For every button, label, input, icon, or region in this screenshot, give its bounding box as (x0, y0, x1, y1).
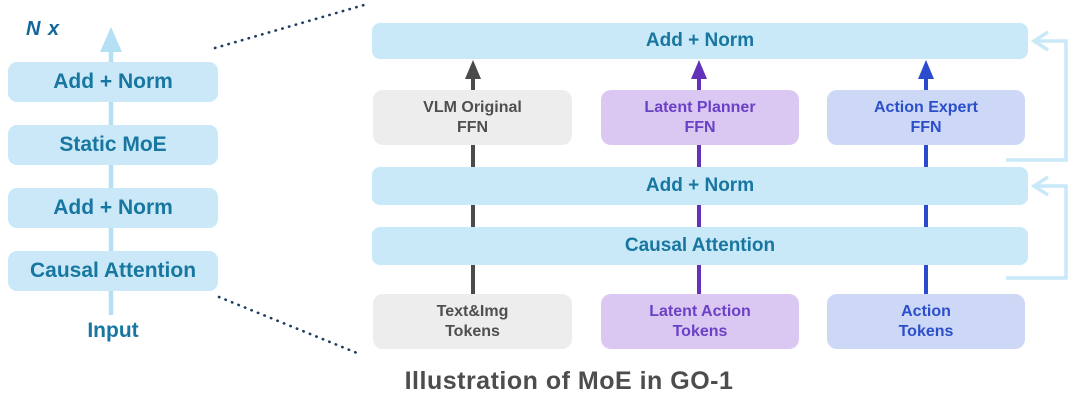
residual-skip-top-icon (1006, 30, 1068, 162)
residual-skip-bottom-icon (1006, 175, 1068, 280)
vlm-original-ffn-label-line1: VLM Original (423, 98, 522, 116)
latent-planner-ffn-label-line2: FFN (684, 118, 716, 136)
action-tokens-box: Action Tokens (827, 294, 1025, 349)
latent-action-tokens-label-line1: Latent Action (649, 302, 751, 320)
vlm-original-ffn-box: VLM Original FFN (373, 90, 572, 145)
expand-dotted-line-top (213, 3, 366, 50)
text-img-tokens-box: Text&Img Tokens (373, 294, 572, 349)
vlm-original-ffn-label-line2: FFN (456, 118, 489, 136)
action-tokens-label-line1: Action (901, 302, 951, 320)
causal-attention-bar: Causal Attention (372, 227, 1028, 265)
action-expert-ffn-label-line2: FFN (910, 118, 942, 136)
text-img-tokens-label-line1: Text&Img (436, 302, 509, 320)
middle-add-norm-bar: Add + Norm (372, 167, 1028, 205)
text-img-tokens-label-line2: Tokens (445, 322, 500, 340)
left-box-add-norm-1: Add + Norm (8, 62, 218, 102)
action-expert-ffn-box: Action Expert FFN (827, 90, 1025, 145)
latent-planner-ffn-box: Latent Planner FFN (601, 90, 799, 145)
left-box-causal-attention: Causal Attention (8, 251, 218, 291)
latent-action-tokens-label-line2: Tokens (672, 322, 728, 340)
action-expert-ffn-label-line1: Action Expert (873, 98, 978, 116)
left-box-add-norm-2: Add + Norm (8, 188, 218, 228)
latent-planner-ffn-label-line1: Latent Planner (644, 98, 756, 116)
top-add-norm-bar: Add + Norm (372, 23, 1028, 59)
left-box-static-moe: Static MoE (8, 125, 218, 165)
action-tokens-label-line2: Tokens (898, 322, 954, 340)
latent-action-tokens-box: Latent Action Tokens (601, 294, 799, 349)
figure-caption: Illustration of MoE in GO-1 (404, 367, 734, 395)
expand-dotted-line-bottom (217, 295, 359, 355)
repeat-count-label: N x (26, 18, 61, 40)
input-label: Input (87, 319, 139, 342)
